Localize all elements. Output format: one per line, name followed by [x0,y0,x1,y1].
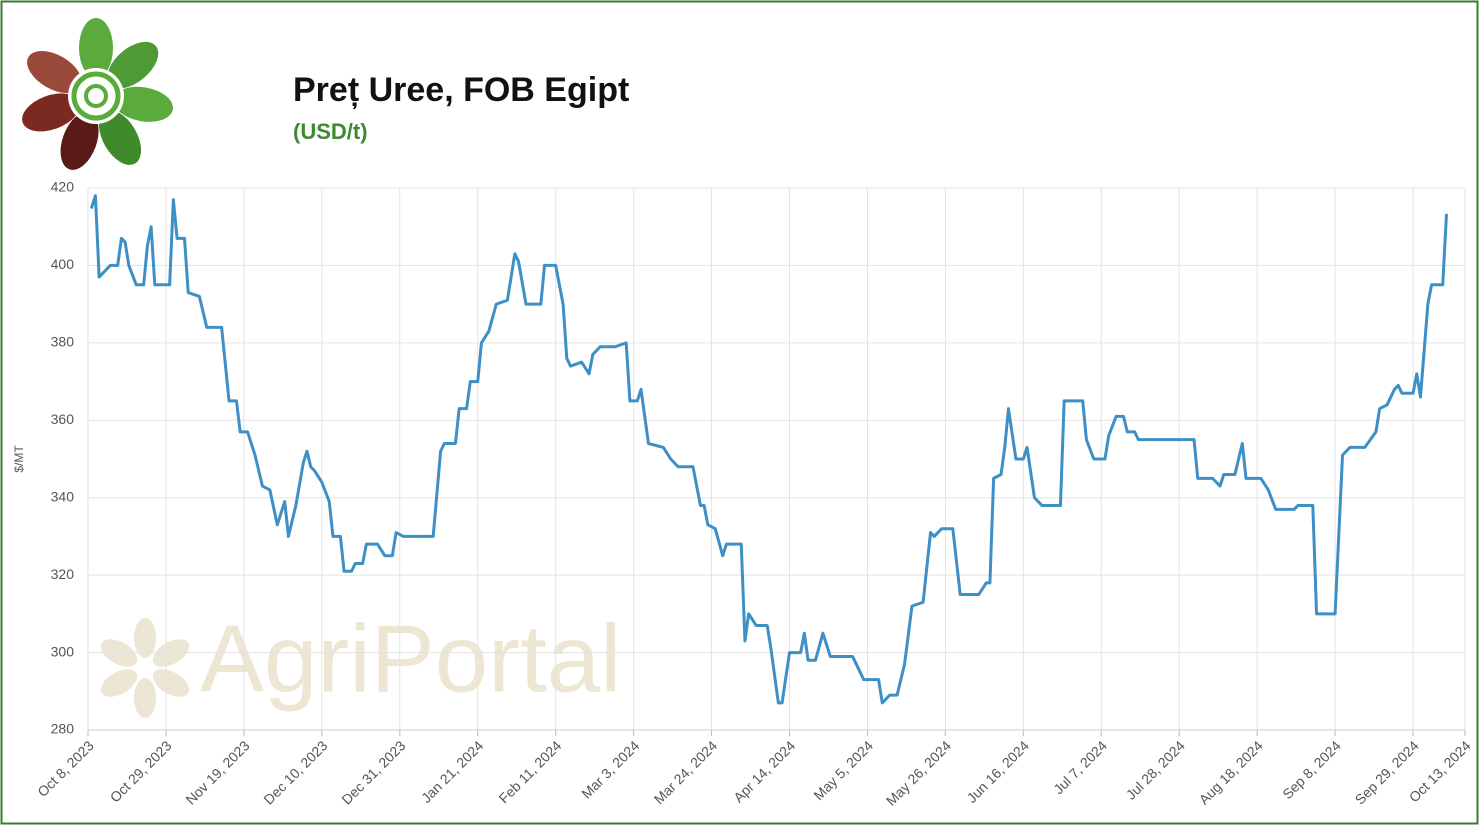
y-tick-label: 380 [51,334,75,350]
y-tick-label: 420 [51,179,75,195]
chart-title: Preț Uree, FOB Egipt [293,71,629,109]
y-tick-label: 340 [51,488,75,504]
chart-subtitle: (USD/t) [293,119,368,144]
y-tick-label: 300 [51,643,75,659]
y-tick-label: 360 [51,411,75,427]
watermark: AgriPortal [200,605,622,712]
y-tick-label: 280 [51,721,75,737]
y-axis-label: $/MT [12,445,26,473]
y-tick-label: 400 [51,256,75,272]
price-line [90,194,1448,705]
logo [22,18,173,170]
y-tick-label: 320 [51,566,75,582]
